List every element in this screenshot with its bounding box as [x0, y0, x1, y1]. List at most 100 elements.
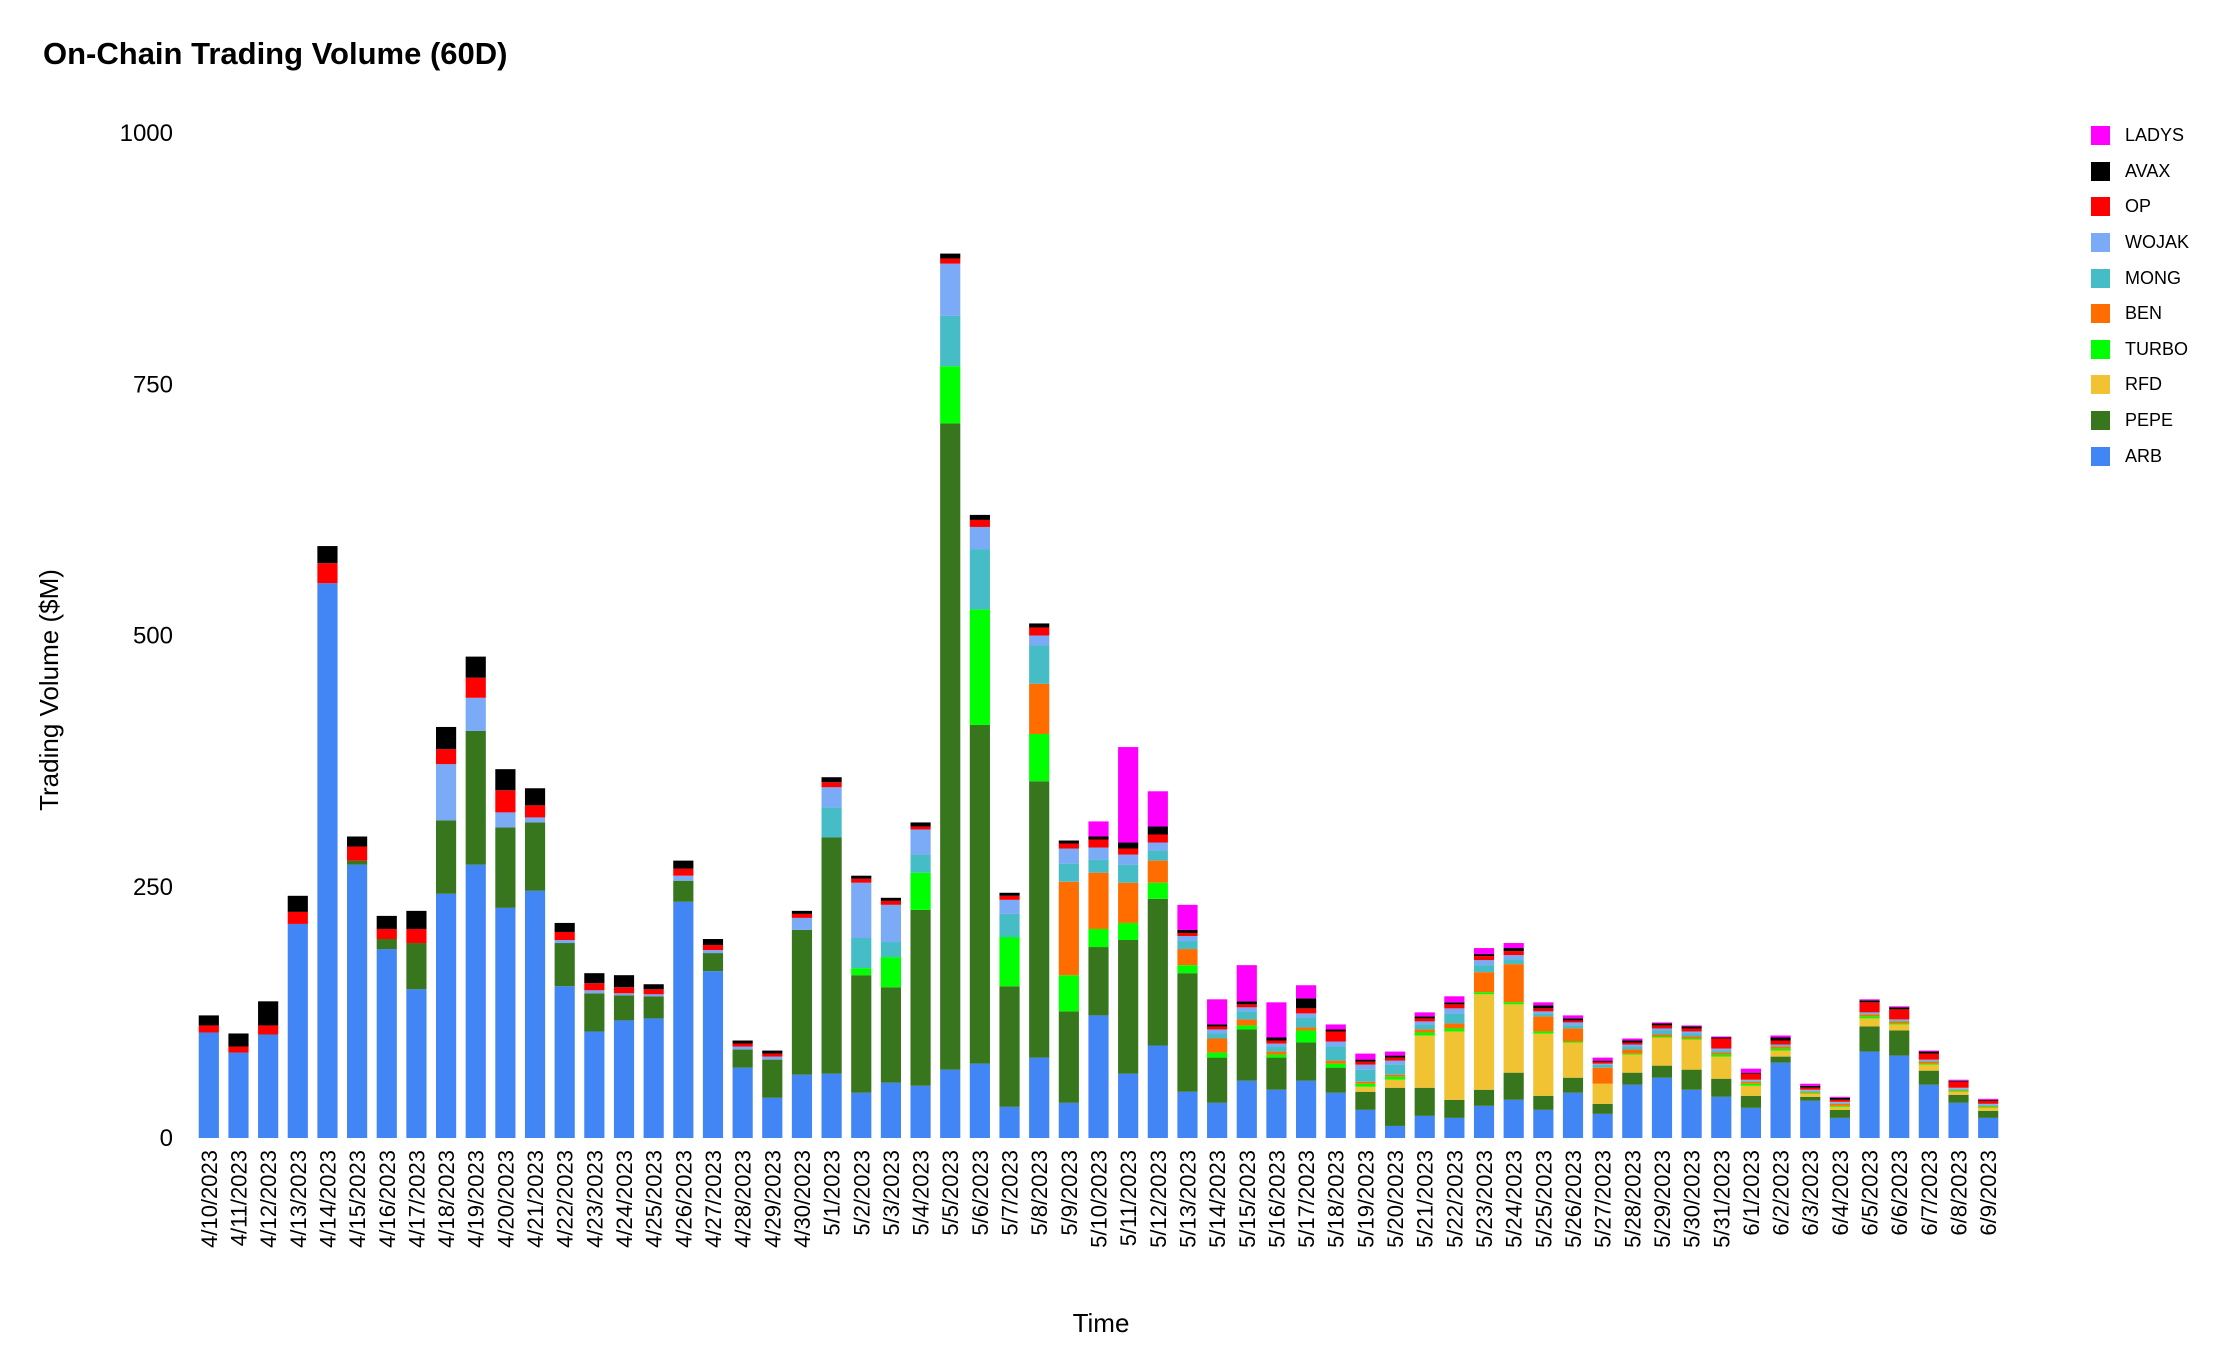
bar-stack: [1266, 1002, 1287, 1138]
legend-item-op[interactable]: OP: [2091, 189, 2189, 225]
legend-item-rfd[interactable]: RFD: [2091, 367, 2189, 403]
x-tick-label: 4/23/2023: [582, 1150, 607, 1248]
bar-segment-mong: [1800, 1090, 1821, 1092]
bar-segment-wojak: [524, 817, 546, 823]
bar-segment-arb: [910, 1085, 931, 1138]
legend-item-ben[interactable]: BEN: [2091, 296, 2189, 332]
bar-segment-pepe: [435, 820, 457, 894]
bar-segment-avax: [1266, 1037, 1287, 1041]
bar-segment-turbo: [1207, 1052, 1228, 1058]
bar-segment-op: [791, 913, 813, 918]
bar-segment-op: [1681, 1028, 1702, 1032]
x-tick-label: 4/11/2023: [226, 1150, 251, 1246]
bar-segment-op: [1770, 1040, 1791, 1045]
bar-segment-ben: [1533, 1016, 1554, 1032]
bar-segment-turbo: [1325, 1063, 1346, 1068]
legend-label: ARB: [2125, 445, 2163, 466]
bar-segment-avax: [1088, 836, 1109, 840]
bar-segment-arb: [1978, 1117, 1999, 1138]
bar-stack: [1296, 985, 1317, 1138]
bar-segment-turbo: [1147, 882, 1168, 899]
legend-item-arb[interactable]: ARB: [2091, 438, 2189, 474]
bar-segment-arb: [1770, 1062, 1791, 1138]
bar-segment-arb: [1829, 1117, 1850, 1138]
bar-stack: [1651, 1022, 1673, 1138]
bar-segment-avax: [1207, 1024, 1228, 1027]
bar-stack: [851, 875, 872, 1138]
bar-segment-pepe: [940, 423, 961, 1070]
bar-segment-ben: [1681, 1036, 1702, 1039]
bar-segment-pepe: [347, 860, 368, 865]
bar-segment-pepe: [1296, 1042, 1317, 1081]
bar-segment-avax: [1622, 1040, 1643, 1043]
bar-segment-wojak: [1622, 1044, 1643, 1047]
bar-segment-turbo: [880, 957, 901, 988]
bar-segment-arb: [1296, 1080, 1317, 1138]
legend-item-mong[interactable]: MONG: [2091, 260, 2189, 296]
bar-stack: [1592, 1057, 1613, 1138]
bar-segment-pepe: [1384, 1087, 1406, 1126]
bar-segment-arb: [702, 971, 724, 1138]
bar-segment-avax: [1918, 1051, 1939, 1054]
bar-segment-arb: [258, 1034, 279, 1138]
legend-item-pepe[interactable]: PEPE: [2091, 403, 2189, 439]
bar-segment-wojak: [1177, 936, 1198, 942]
bar-segment-op: [228, 1046, 249, 1053]
bar-segment-wojak: [1118, 854, 1139, 865]
legend-item-avax[interactable]: AVAX: [2091, 154, 2189, 190]
bar-segment-arb: [1889, 1055, 1910, 1138]
x-axis-label: Time: [1073, 1308, 1130, 1338]
x-tick-label: 5/1/2023: [820, 1150, 845, 1236]
x-tick-label: 4/17/2023: [404, 1150, 429, 1248]
x-tick-label: 6/9/2023: [1976, 1150, 2001, 1236]
bar-segment-pepe: [1325, 1067, 1346, 1093]
bar-segment-op: [1800, 1087, 1821, 1090]
bar-segment-turbo: [1829, 1105, 1850, 1107]
bar-segment-wojak: [584, 990, 605, 994]
bar-segment-pepe: [1503, 1072, 1524, 1100]
bar-segment-ben: [1058, 881, 1079, 976]
bar-segment-pepe: [1562, 1077, 1584, 1093]
bar-segment-wojak: [1147, 842, 1168, 851]
bar-stack: [1770, 1035, 1791, 1138]
bar-segment-turbo: [1473, 992, 1495, 995]
bar-segment-arb: [1207, 1102, 1228, 1138]
bar-segment-op: [554, 931, 575, 941]
x-tick-label: 4/14/2023: [315, 1150, 340, 1248]
bar-segment-pepe: [1058, 1011, 1079, 1103]
bar-segment-arb: [228, 1052, 249, 1138]
bar-segment-op: [1414, 1018, 1435, 1022]
bar-segment-avax: [673, 860, 694, 869]
bar-segment-mong: [1859, 1013, 1880, 1015]
x-tick-label: 4/30/2023: [790, 1150, 815, 1248]
bar-segment-mong: [851, 938, 872, 969]
bar-segment-avax: [791, 910, 813, 914]
bar-segment-ladys: [1829, 1096, 1850, 1098]
bar-segment-wojak: [1978, 1103, 1999, 1105]
y-axis-ticks: 0 250 500 750 1000: [120, 120, 173, 1152]
x-tick-label: 4/10/2023: [197, 1150, 222, 1248]
bar-segment-mong: [1829, 1102, 1850, 1104]
bar-segment-op: [1533, 1008, 1554, 1012]
x-tick-label: 6/1/2023: [1739, 1150, 1764, 1236]
x-tick-label: 5/26/2023: [1561, 1150, 1586, 1248]
bar-segment-arb: [673, 901, 694, 1138]
legend-item-wojak[interactable]: WOJAK: [2091, 225, 2189, 261]
bar-segment-op: [1622, 1042, 1643, 1045]
bar-stack: [406, 910, 427, 1138]
bar-segment-ladys: [1473, 948, 1495, 955]
bar-stack: [1918, 1050, 1939, 1138]
bar-segment-wojak: [554, 940, 575, 944]
bar-segment-pepe: [1444, 1099, 1465, 1118]
bar-segment-avax: [1177, 929, 1198, 933]
legend-item-ladys[interactable]: LADYS: [2091, 118, 2189, 154]
bar-segment-ben: [1918, 1061, 1939, 1064]
bar-segment-turbo: [1918, 1063, 1939, 1065]
legend-item-turbo[interactable]: TURBO: [2091, 332, 2189, 368]
bar-segment-avax: [851, 875, 872, 879]
bar-stack: [584, 973, 605, 1138]
bar-stack: [1029, 623, 1050, 1138]
bar-stack: [1503, 943, 1524, 1138]
bar-segment-turbo: [1681, 1038, 1702, 1040]
bar-segment-avax: [1296, 998, 1317, 1009]
